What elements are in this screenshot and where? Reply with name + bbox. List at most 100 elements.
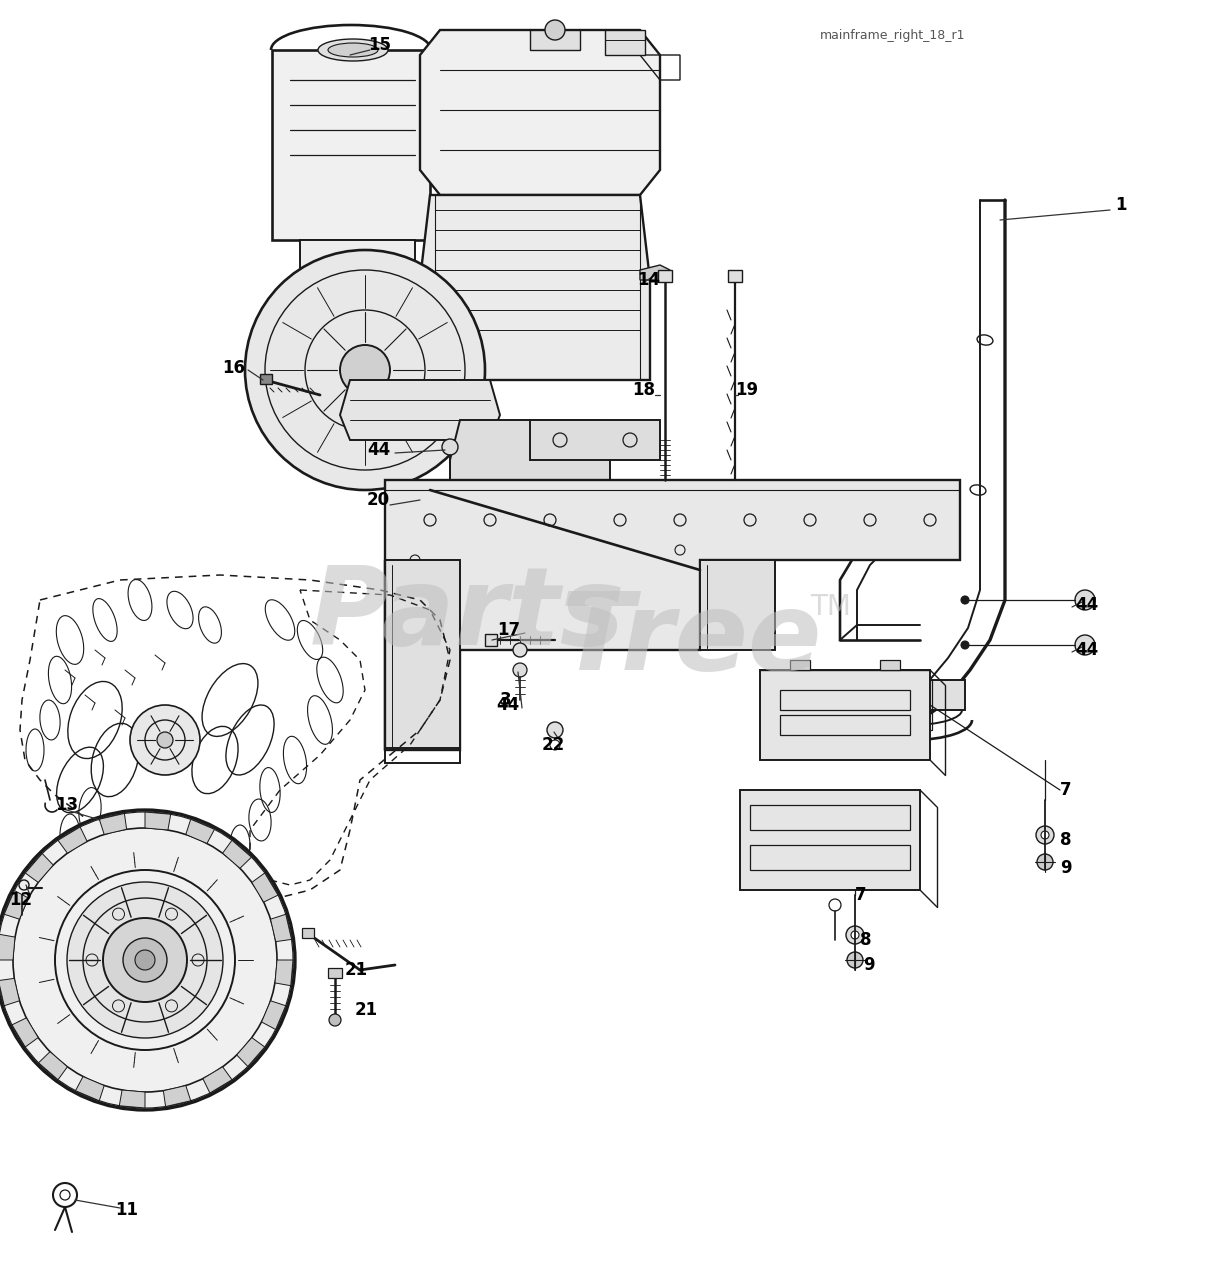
Circle shape [961,596,968,604]
Polygon shape [119,1091,145,1108]
Circle shape [245,250,485,490]
Bar [841,680,965,710]
Circle shape [1075,590,1095,611]
Circle shape [513,663,527,677]
Polygon shape [5,891,29,919]
Circle shape [961,641,968,649]
Circle shape [130,705,200,774]
Text: 13: 13 [55,796,78,814]
Text: 44: 44 [1075,641,1099,659]
Text: 22: 22 [541,736,564,754]
Bar [780,690,911,710]
Text: TM: TM [810,593,851,621]
Polygon shape [385,480,960,750]
Polygon shape [270,914,292,942]
Text: 44: 44 [367,442,390,460]
Polygon shape [262,1001,286,1029]
Circle shape [1075,635,1095,655]
Circle shape [329,1014,341,1027]
Polygon shape [300,241,415,294]
Circle shape [548,722,563,739]
Polygon shape [0,978,19,1006]
Circle shape [123,938,166,982]
Polygon shape [236,1038,265,1066]
Ellipse shape [318,38,388,61]
Polygon shape [420,195,650,380]
Circle shape [0,810,295,1110]
Bar [760,669,930,760]
Circle shape [443,439,458,454]
Circle shape [1036,826,1054,844]
Text: 21: 21 [355,1001,379,1019]
Bar [605,29,645,55]
Bar [750,845,911,870]
Text: 44: 44 [1075,596,1099,614]
Circle shape [845,925,863,945]
Text: Tree: Tree [560,588,822,692]
Text: 44: 44 [497,696,520,714]
Polygon shape [203,1066,232,1093]
Text: 15: 15 [368,36,391,54]
Text: 12: 12 [8,891,33,909]
Text: 7: 7 [855,886,867,904]
Polygon shape [273,50,431,241]
Bar [780,716,911,735]
Text: 20: 20 [367,492,390,509]
Circle shape [135,950,156,970]
Circle shape [103,918,187,1002]
Bar [385,748,459,763]
Bar [728,270,742,282]
Circle shape [1041,831,1049,838]
Bar [302,928,314,938]
Text: 18: 18 [632,381,655,399]
Polygon shape [39,1052,68,1080]
Text: 17: 17 [497,621,520,639]
Bar [750,805,911,829]
Bar [790,660,810,669]
Text: 19: 19 [734,381,759,399]
Circle shape [513,643,527,657]
Polygon shape [58,827,87,854]
Polygon shape [0,934,14,960]
Text: 9: 9 [1060,859,1072,877]
Bar [740,790,920,890]
Text: mainframe_right_18_r1: mainframe_right_18_r1 [820,28,966,41]
Circle shape [847,952,863,968]
Polygon shape [450,420,610,490]
Text: 7: 7 [1060,781,1072,799]
Text: 8: 8 [860,931,872,948]
Polygon shape [340,380,500,440]
Text: 16: 16 [222,358,245,378]
Polygon shape [25,854,53,882]
Bar [260,374,273,384]
Ellipse shape [328,44,377,58]
Circle shape [157,732,172,748]
Polygon shape [223,840,252,868]
Circle shape [851,931,859,940]
Bar [920,680,932,730]
Bar [328,968,343,978]
Text: Parts: Parts [310,562,626,668]
Bar [699,561,775,650]
Polygon shape [12,1018,39,1047]
Circle shape [1037,854,1053,870]
Text: 21: 21 [345,961,368,979]
Bar [485,634,497,646]
Circle shape [68,882,223,1038]
Bar [529,29,580,50]
Circle shape [545,20,564,40]
Text: 8: 8 [1060,831,1071,849]
Text: 3: 3 [500,691,511,709]
Polygon shape [145,812,171,829]
Polygon shape [76,1076,104,1101]
Bar [880,660,900,669]
Polygon shape [275,960,293,986]
Polygon shape [163,1085,191,1106]
Polygon shape [186,819,215,844]
Circle shape [340,346,390,396]
Text: 11: 11 [115,1201,137,1219]
Text: 14: 14 [637,271,660,289]
Text: 1: 1 [1116,196,1126,214]
Text: 9: 9 [863,956,874,974]
Polygon shape [640,265,671,280]
